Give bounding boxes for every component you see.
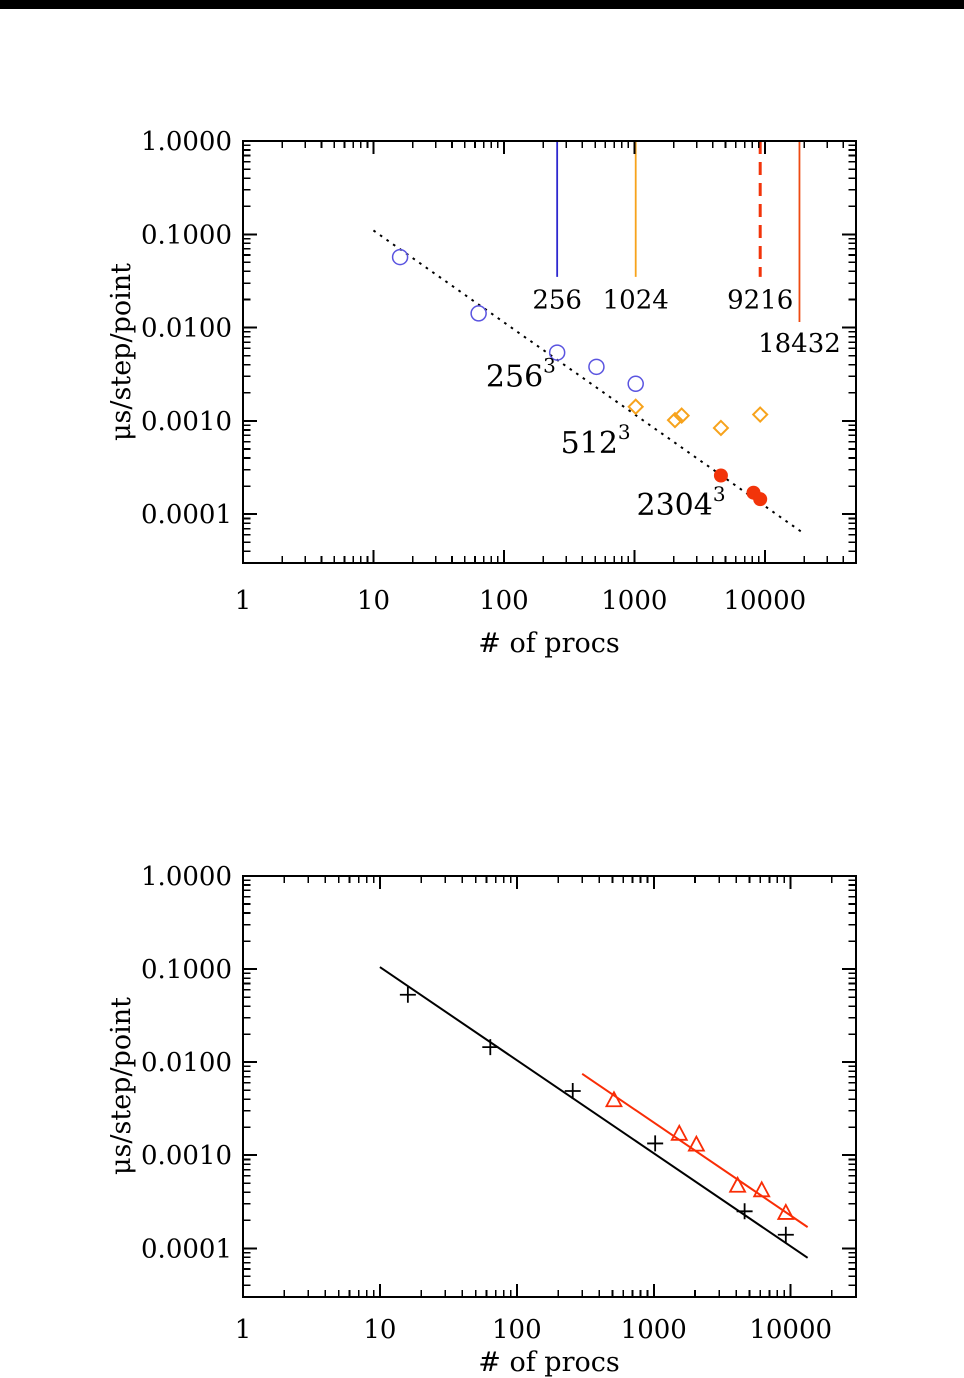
plus-markers-point [647,1135,664,1152]
plus-markers-point [777,1226,794,1243]
x-tick-label: 100 [492,1315,542,1345]
plot-frame [242,140,857,564]
vline-label-9216: 9216 [727,286,793,316]
512^3-point [712,419,730,437]
2304^3-point [713,468,728,483]
vline-label-1024: 1024 [603,286,669,316]
y-tick-label: 0.0100 [141,1048,232,1078]
plus-markers-point [564,1083,581,1099]
2304^3-point [753,492,768,507]
x-tick-label: 1 [235,1315,252,1345]
y-tick-label: 0.1000 [141,955,232,985]
256^3-point [470,305,487,322]
x-tick-label: 10 [363,1315,396,1345]
series-label-2304: 23043 [637,482,726,523]
triangle-markers-point [752,1180,771,1198]
axis-ticks [242,875,857,1298]
plus-markers-point [736,1203,753,1220]
256^3-point [391,248,409,266]
512^3-point [627,398,645,416]
plus-markers-point [482,1039,499,1056]
256^3-point [627,375,644,393]
triangle-markers-point [604,1090,623,1108]
top-x-axis-label: # of procs [478,628,619,659]
series-label-256: 2563 [486,353,556,394]
vline-label-256: 256 [532,286,582,316]
512^3-point [751,406,769,423]
512^3-point [673,407,691,425]
x-tick-label: 10000 [723,586,806,616]
x-tick-label: 1000 [601,586,667,616]
x-tick-label: 100 [479,586,529,616]
y-tick-label: 0.0010 [141,407,232,437]
x-tick-label: 1000 [621,1315,687,1345]
512^3-point [666,411,684,429]
x-tick-label: 10000 [749,1315,832,1345]
x-tick-label: 10 [357,586,390,616]
y-tick-label: 1.0000 [141,127,232,157]
bottom-x-axis-label: # of procs [478,1347,619,1378]
top-y-axis-label: μs/step/point [106,263,137,441]
256^3-point [588,358,605,376]
vline-label-18432: 18432 [758,329,841,359]
x-tick-label: 1 [235,586,252,616]
bottom-scaling-chart: # of procs μs/step/point 1 10 100 1000 10000… [106,862,857,1378]
triangle-markers-point [728,1175,747,1193]
bottom-y-axis-label: μs/step/point [106,997,137,1175]
plot-frame [242,875,857,1298]
black-fit-line [379,966,809,1259]
triangle-markers-point [776,1203,795,1220]
y-tick-label: 0.0001 [141,1234,232,1264]
triangle-markers-point [670,1123,689,1141]
y-tick-label: 0.0100 [141,314,232,344]
y-tick-label: 0.1000 [141,220,232,250]
axis-ticks [242,140,857,564]
top-scaling-chart: # of procs μs/step/point 256 1024 9216 1843… [106,127,857,659]
bottom-plot-area: 1 10 100 1000 10000 1.0000 0.1000 0.0100 0.0010 0… [141,862,857,1345]
y-tick-label: 0.0010 [141,1141,232,1171]
ideal-scaling [372,229,802,533]
triangle-markers-point [687,1134,706,1152]
256^3-point [548,344,566,361]
series-label-512: 5123 [561,420,631,461]
y-tick-label: 1.0000 [141,862,232,892]
plus-markers-point [399,986,416,1003]
page-top-bar [0,0,964,9]
y-tick-label: 0.0001 [141,500,232,530]
